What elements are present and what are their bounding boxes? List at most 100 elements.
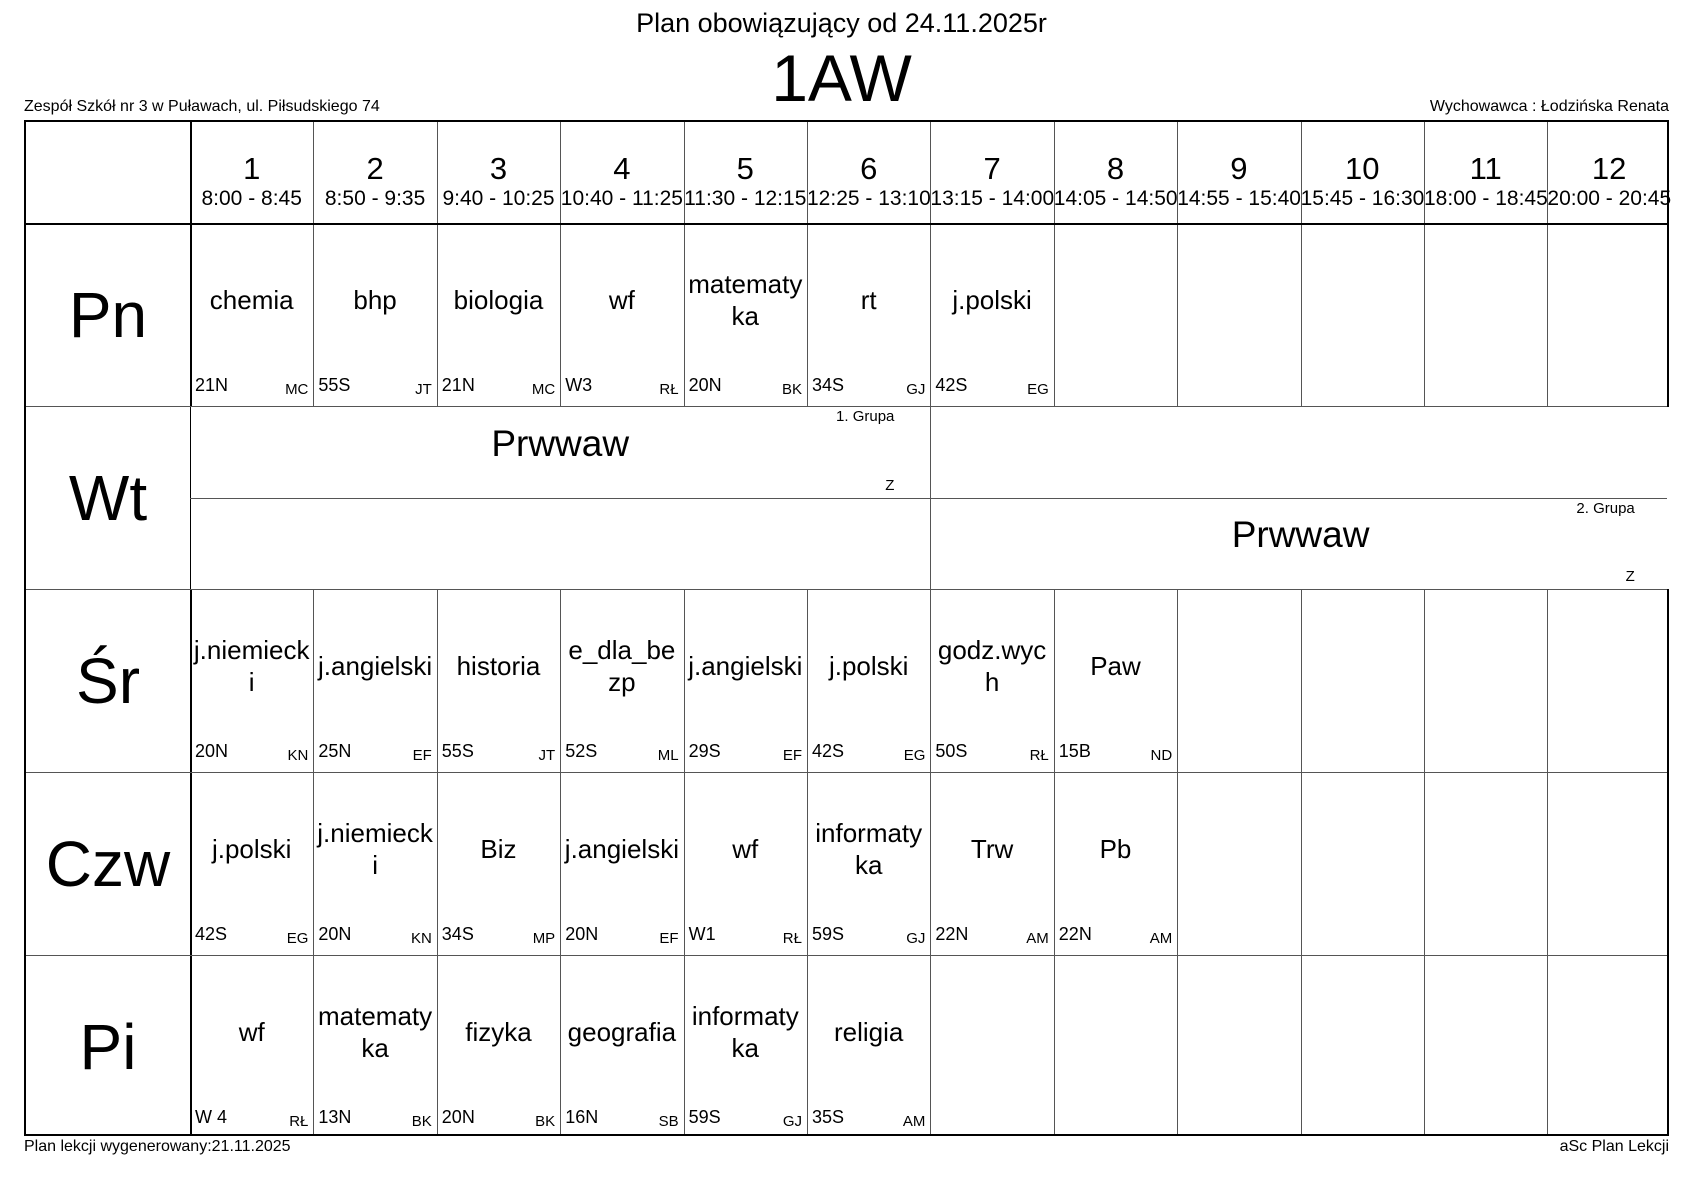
plan-title: Plan obowiązujący od 24.11.2025r — [636, 8, 1047, 38]
lesson-room: 34S — [441, 924, 474, 944]
column-divider — [807, 122, 808, 1134]
lesson-subject: informatyka — [691, 1000, 799, 1063]
period-header: 2 8:50 - 9:35 — [313, 122, 436, 223]
lesson-room: 55S — [318, 375, 351, 395]
lesson-room: 59S — [812, 924, 845, 944]
column-divider — [930, 122, 932, 1134]
row-divider — [26, 955, 1667, 956]
day-label: Śr — [76, 644, 140, 717]
period-number: 2 — [366, 151, 384, 186]
lesson-subject: chemia — [209, 284, 294, 315]
period-number: 4 — [613, 151, 631, 186]
group-lesson-cell: 1. Grupa Prwwaw Z — [190, 406, 930, 498]
lesson-teacher: Z — [885, 476, 895, 494]
row-divider — [26, 772, 1667, 773]
lesson-teacher: JT — [538, 747, 556, 764]
lesson-teacher: RŁ — [289, 1113, 309, 1130]
lesson-cell: chemia 21N MC — [190, 223, 313, 406]
lesson-cell: matematyka 13N BK — [313, 955, 436, 1138]
lesson-teacher: AM — [1026, 930, 1049, 947]
lesson-subject: wf — [238, 1016, 265, 1047]
lesson-subject: rt — [860, 284, 877, 315]
lesson-cell: j.angielski 25N EF — [313, 589, 436, 772]
group-label: 1. Grupa — [836, 408, 895, 425]
column-divider — [560, 122, 562, 1134]
lesson-room: 22N — [1058, 924, 1092, 944]
lesson-teacher: MC — [285, 381, 309, 398]
period-header: 1 8:00 - 8:45 — [190, 122, 313, 223]
lesson-teacher: BK — [781, 381, 802, 398]
lesson-teacher: BK — [411, 1113, 432, 1130]
lesson-room: 59S — [688, 1107, 721, 1127]
lesson-cell: bhp 55S JT — [313, 223, 436, 406]
lesson-teacher: GJ — [782, 1113, 802, 1130]
period-number: 6 — [860, 151, 878, 186]
lesson-subject: Paw — [1090, 650, 1141, 681]
column-divider — [1177, 122, 1179, 1134]
lesson-room: 35S — [812, 1107, 845, 1127]
lesson-subject: bhp — [353, 284, 397, 315]
lesson-teacher: Z — [1625, 568, 1635, 585]
lesson-teacher: ML — [657, 747, 679, 764]
period-number: 3 — [489, 151, 508, 186]
column-divider — [683, 122, 685, 1134]
lesson-subject: historia — [456, 650, 541, 681]
lesson-cell: rt 34S GJ — [807, 223, 930, 406]
column-divider — [1053, 122, 1055, 1134]
lesson-teacher: AM — [902, 1113, 926, 1130]
lesson-cell: j.niemiecki 20N KN — [190, 589, 313, 772]
lesson-cell: j.polski 42S EG — [807, 589, 930, 772]
lesson-room: 22N — [935, 924, 969, 944]
period-number: 9 — [1230, 151, 1248, 186]
lesson-subject: e_dla_bezp — [568, 634, 676, 697]
lesson-subject: wf — [608, 284, 635, 315]
timetable-grid: 1 8:00 - 8:45 2 8:50 - 9:35 3 9:40 - 10:25 4 10… — [24, 120, 1671, 1138]
period-header: 7 13:15 - 14:00 — [930, 122, 1054, 223]
lesson-teacher: SB — [658, 1113, 679, 1130]
lesson-subject: j.niemiecki — [193, 634, 310, 697]
period-number: 1 — [243, 151, 261, 186]
lesson-subject: Prwwaw — [491, 422, 630, 464]
lesson-room: 21N — [441, 375, 475, 395]
lesson-room: 15B — [1058, 741, 1091, 761]
lesson-subject: fizyka — [465, 1016, 532, 1047]
lesson-cell: matematyka 20N BK — [684, 223, 807, 406]
class-tutor: Wychowawca : Łodzińska Renata — [1429, 98, 1669, 115]
period-header: 8 14:05 - 14:50 — [1053, 122, 1178, 223]
lesson-teacher: GJ — [906, 381, 926, 398]
lesson-cell: Paw 15B ND — [1054, 589, 1177, 772]
day-label: Pi — [79, 1010, 137, 1083]
lesson-room: W 4 — [195, 1107, 228, 1127]
period-time: 14:05 - 14:50 — [1053, 187, 1178, 210]
period-header: 3 9:40 - 10:25 — [437, 122, 560, 223]
lesson-room: 34S — [812, 375, 845, 395]
lesson-cell: wf W 4 RŁ — [190, 955, 313, 1138]
lesson-subject: biologia — [453, 284, 544, 315]
period-time: 15:45 - 16:30 — [1300, 187, 1425, 210]
lesson-room: 20N — [318, 924, 352, 944]
row-divider — [26, 406, 1667, 407]
lesson-subject: religia — [834, 1016, 904, 1047]
lesson-room: 25N — [318, 741, 352, 761]
lesson-cell: fizyka 20N BK — [437, 955, 560, 1138]
lesson-cell: wf W3 RŁ — [560, 223, 683, 406]
period-header: 5 11:30 - 12:15 — [684, 122, 807, 223]
lesson-subject: j.niemiecki — [317, 817, 433, 880]
lesson-cell: historia 55S JT — [437, 589, 560, 772]
lesson-subject: j.angielski — [688, 650, 803, 681]
period-time: 12:25 - 13:10 — [807, 187, 931, 210]
lesson-teacher: BK — [535, 1113, 556, 1130]
lesson-teacher: EF — [782, 747, 802, 764]
lesson-room: W3 — [565, 375, 593, 395]
day-label: Czw — [45, 827, 171, 900]
lesson-room: 52S — [565, 741, 598, 761]
lesson-teacher: EF — [412, 747, 432, 764]
lesson-teacher: JT — [415, 381, 432, 398]
period-time: 8:50 - 9:35 — [324, 187, 426, 210]
lesson-teacher: ND — [1150, 747, 1173, 764]
lesson-cell: Biz 34S MP — [437, 772, 560, 955]
lesson-room: 29S — [688, 741, 721, 761]
lesson-teacher: EG — [286, 930, 309, 947]
period-number: 5 — [736, 151, 754, 186]
period-time: 10:40 - 11:25 — [560, 187, 683, 210]
